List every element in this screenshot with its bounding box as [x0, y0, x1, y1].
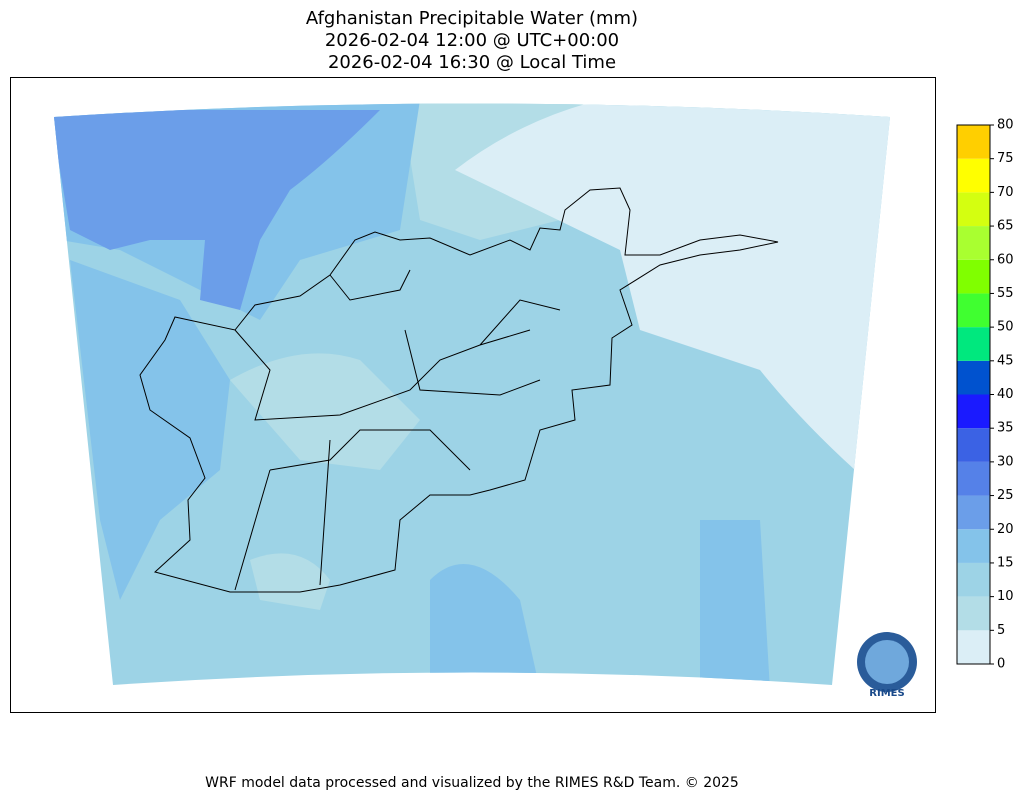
- colorbar-bin: [957, 226, 990, 260]
- province-borders: [234, 269, 561, 591]
- colorbar-bin: [957, 327, 990, 361]
- colorbar-tick-label: 40: [997, 387, 1014, 402]
- colorbar-tick-label: 15: [997, 555, 1014, 570]
- colorbar-bin: [957, 461, 990, 496]
- colorbar-bin: [957, 596, 990, 631]
- colorbar-tick-label: 45: [997, 353, 1014, 368]
- logo: RIMES: [857, 632, 917, 699]
- title-line: 2026-02-04 12:00 @ UTC+00:00: [325, 30, 619, 51]
- colorbar-bin: [957, 562, 990, 597]
- country-border: [139, 187, 779, 593]
- colorbar-tick-label: 70: [997, 185, 1014, 200]
- logo-text: RIMES: [869, 688, 904, 699]
- colorbar-tick-label: 0: [997, 657, 1005, 672]
- colorbar-bin: [957, 630, 990, 664]
- colorbar-tick-label: 60: [997, 252, 1014, 267]
- colorbar-bin: [957, 259, 990, 294]
- title-line: 2026-02-04 16:30 @ Local Time: [328, 52, 616, 73]
- colorbar-tick-label: 50: [997, 320, 1014, 335]
- colorbar-tick-label: 25: [997, 488, 1014, 503]
- colorbar-bin: [957, 529, 990, 563]
- colorbar-tick-label: 65: [997, 219, 1014, 234]
- colorbar-bin: [957, 158, 990, 193]
- footer: WRF model data processed and visualized …: [205, 775, 739, 791]
- title-line: Afghanistan Precipitable Water (mm): [306, 8, 638, 29]
- colorbar-tick-label: 80: [997, 118, 1014, 133]
- colorbar-tick-label: 20: [997, 522, 1014, 537]
- colorbar-bin: [957, 428, 990, 462]
- colorbar-bin: [957, 394, 990, 429]
- colorbar-tick-label: 5: [997, 623, 1005, 638]
- colorbar-tick-label: 10: [997, 589, 1014, 604]
- colorbar-bin: [957, 495, 990, 530]
- colorbar-tick-label: 75: [997, 151, 1014, 166]
- colorbar: 0 5 10 15 20 25 30 35 40 45 50 55 60 65 70 75 80: [956, 118, 1014, 672]
- colorbar-tick-label: 35: [997, 421, 1014, 436]
- colorbar-tick-label: 55: [997, 286, 1014, 301]
- colorbar-bin: [957, 360, 990, 395]
- colorbar-bin: [957, 192, 990, 227]
- colorbar-bin: [957, 125, 990, 159]
- map-field: [54, 103, 890, 685]
- colorbar-tick-label: 30: [997, 454, 1014, 469]
- colorbar-bin: [957, 293, 990, 328]
